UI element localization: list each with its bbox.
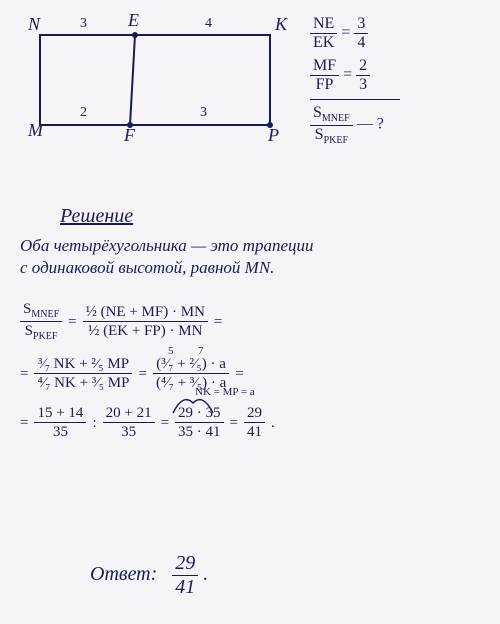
q-tail: — ? xyxy=(357,116,384,133)
seg-FP: 3 xyxy=(200,105,207,121)
e2ln: ³⁄₇ NK + ²⁄₅ MP xyxy=(34,355,132,374)
answer-line: Ответ: 29 41 . xyxy=(90,552,208,599)
brace-icon xyxy=(168,388,218,418)
answer-label: Ответ: xyxy=(90,563,157,585)
rectangle-diagram: N E K M F P 3 4 2 3 xyxy=(20,20,280,140)
r2v-den: 3 xyxy=(356,76,370,94)
explanation-text: Оба четырёхугольника — это трапеции с од… xyxy=(20,235,314,279)
text-line-1: Оба четырёхугольника — это трапеции xyxy=(20,235,314,257)
e1rn: ½ (NE + MF) · MN xyxy=(83,303,208,322)
diagram-svg xyxy=(20,20,280,150)
vertex-E: E xyxy=(128,10,139,31)
r1v-den: 4 xyxy=(354,34,368,52)
r1-num: NE xyxy=(310,15,337,34)
e3an: 15 + 14 xyxy=(34,404,86,423)
q-num: S xyxy=(313,104,322,121)
e3bn: 20 + 21 xyxy=(103,404,155,423)
r1-den: EK xyxy=(310,34,337,52)
question: SMNEF SPKEF — ? xyxy=(310,104,400,145)
seg-EK: 4 xyxy=(205,16,212,32)
e1ld: S xyxy=(25,323,33,339)
e3bd: 35 xyxy=(103,423,155,441)
r2v-num: 2 xyxy=(356,57,370,76)
equation-1: SMNEF SPKEF = ½ (NE + MF) · MN ½ (EK + F… xyxy=(20,300,275,343)
q-den-sub: PKEF xyxy=(324,135,348,146)
seg-NE: 3 xyxy=(80,16,87,32)
ratio-2: MFFP = 23 xyxy=(310,57,400,93)
e3cd: 35 · 41 xyxy=(175,423,224,441)
e1rd: ½ (EK + FP) · MN xyxy=(83,322,208,340)
answer-den: 41 xyxy=(172,576,198,599)
vertex-M: M xyxy=(28,120,43,141)
vertex-N: N xyxy=(28,14,40,35)
answer-num: 29 xyxy=(172,552,198,576)
vertex-F: F xyxy=(124,125,135,146)
e3dd: 41 xyxy=(244,423,265,441)
equation-3: = 15 + 14 35 : 20 + 21 35 NK = MP = a = … xyxy=(20,404,275,441)
note5: 5 xyxy=(168,345,174,358)
e2ld: ⁴⁄₇ NK + ³⁄₅ MP xyxy=(34,374,132,392)
seg-MF: 2 xyxy=(80,105,87,121)
e1lds: PKEF xyxy=(33,331,57,342)
q-den: S xyxy=(315,126,324,143)
e3ad: 35 xyxy=(34,423,86,441)
r2-den: FP xyxy=(310,76,339,94)
q-num-sub: MNEF xyxy=(322,114,350,125)
handwritten-page: N E K M F P 3 4 2 3 NEEK = 34 MFFP = 23 … xyxy=(0,0,500,624)
vertex-P: P xyxy=(268,125,279,146)
solution-heading: Решение xyxy=(60,205,133,228)
e1lns: MNEF xyxy=(31,309,59,320)
given-block: NEEK = 34 MFFP = 23 SMNEF SPKEF — ? xyxy=(310,15,400,152)
text-line-2: с одинаковой высотой, равной MN. xyxy=(20,257,314,279)
note7: 7 xyxy=(198,345,204,358)
derivation: SMNEF SPKEF = ½ (NE + MF) · MN ½ (EK + F… xyxy=(20,300,275,453)
vertex-K: K xyxy=(275,14,287,35)
r1v-num: 3 xyxy=(354,15,368,34)
ratio-1: NEEK = 34 xyxy=(310,15,400,51)
divider xyxy=(310,99,400,100)
r2-num: MF xyxy=(310,57,339,76)
e2rn: (³⁄₇ + ²⁄₅) · a xyxy=(153,355,229,374)
e3dn: 29 xyxy=(244,404,265,423)
